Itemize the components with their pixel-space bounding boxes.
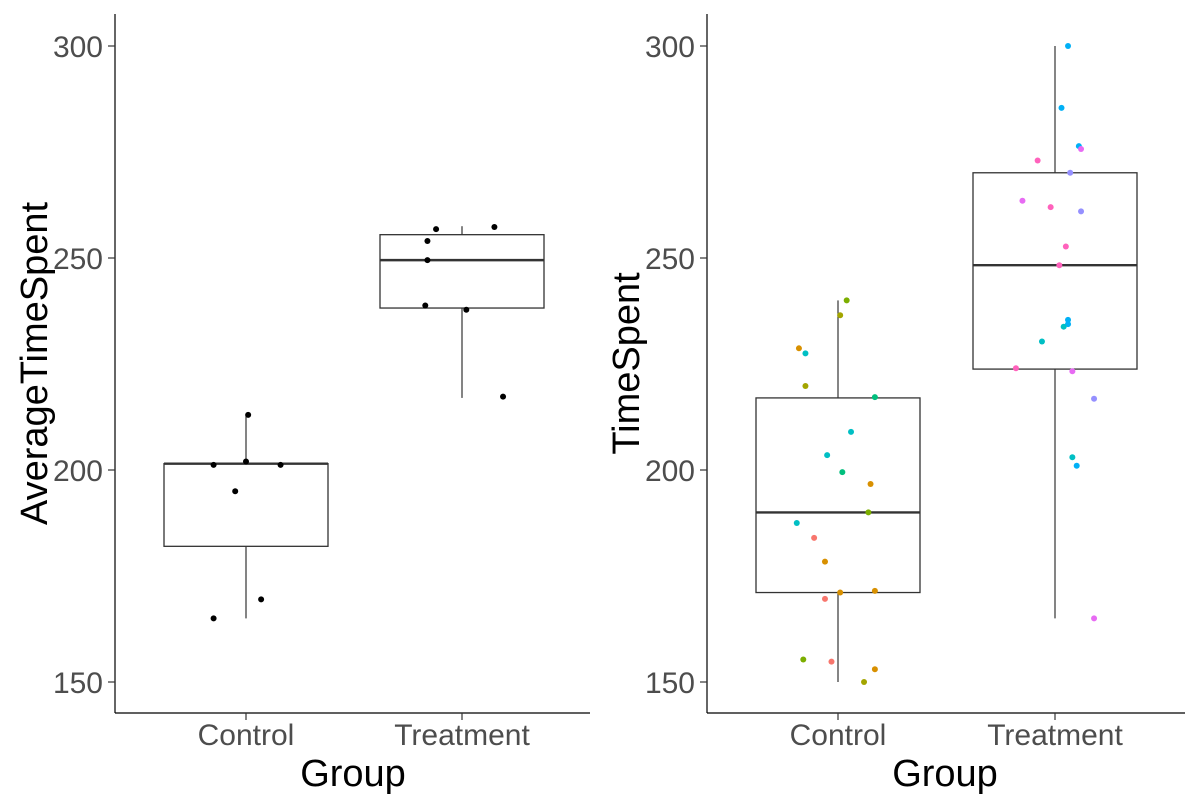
data-point (1067, 169, 1074, 176)
data-point (1038, 338, 1045, 345)
y-axis-title: TimeSpent (606, 272, 648, 455)
data-point (871, 394, 878, 401)
data-point (848, 428, 855, 435)
data-point (1073, 462, 1080, 469)
data-point (433, 226, 440, 233)
data-point (500, 393, 507, 400)
data-point (1078, 208, 1085, 215)
y-tick-label: 150 (645, 667, 695, 700)
x-axis-title: Group (892, 753, 998, 795)
data-point (839, 469, 846, 476)
data-point (1069, 368, 1076, 375)
data-point (1012, 365, 1019, 372)
data-point (210, 615, 217, 622)
data-point (821, 558, 828, 565)
y-tick-label: 300 (53, 31, 103, 64)
x-tick-label: Treatment (987, 719, 1123, 752)
data-point (828, 658, 835, 665)
data-point (865, 509, 872, 516)
data-point (258, 596, 265, 603)
data-point (793, 520, 800, 526)
data-point (843, 297, 850, 304)
data-point (1091, 615, 1098, 622)
data-point (210, 461, 217, 468)
x-tick-label: Treatment (394, 719, 530, 752)
y-tick-label: 200 (53, 455, 103, 488)
data-point (802, 383, 809, 390)
data-point (871, 666, 878, 673)
data-point (1091, 395, 1098, 402)
data-point (802, 350, 809, 357)
data-point (1069, 454, 1076, 461)
data-point (424, 257, 431, 264)
data-point (837, 312, 844, 319)
data-point (795, 345, 802, 352)
data-point (1065, 43, 1072, 49)
y-tick-label: 250 (645, 243, 695, 276)
data-point (1060, 323, 1067, 330)
data-point (245, 411, 252, 418)
x-tick-label: Control (790, 719, 887, 752)
data-point (1056, 262, 1063, 269)
data-point (1062, 243, 1069, 250)
box (163, 462, 329, 547)
x-axis-title: Group (300, 753, 406, 795)
box (755, 397, 921, 594)
data-point (1019, 197, 1026, 204)
data-point (277, 461, 284, 468)
data-point (1034, 157, 1041, 164)
y-tick-label: 200 (645, 455, 695, 488)
data-point (1065, 321, 1072, 328)
data-point (1078, 146, 1085, 153)
y-tick-label: 300 (645, 31, 695, 64)
y-axis-title: AverageTimeSpent (14, 201, 56, 525)
data-point (463, 306, 470, 313)
data-point (1047, 204, 1054, 211)
data-point (1058, 104, 1065, 111)
data-point (821, 595, 828, 602)
y-tick-label: 250 (53, 243, 103, 276)
data-point (800, 656, 807, 663)
box (972, 172, 1138, 370)
data-point (422, 302, 429, 309)
data-point (871, 587, 878, 594)
data-point (424, 238, 431, 245)
box (379, 234, 545, 309)
data-point (243, 458, 249, 465)
data-point (824, 452, 831, 459)
data-point (861, 679, 868, 685)
y-tick-label: 150 (53, 667, 103, 700)
data-point (232, 488, 239, 495)
x-tick-label: Control (198, 719, 295, 752)
data-point (867, 480, 874, 487)
data-point (837, 589, 844, 596)
data-point (1065, 316, 1072, 323)
data-point (491, 224, 498, 231)
data-point (811, 534, 818, 541)
